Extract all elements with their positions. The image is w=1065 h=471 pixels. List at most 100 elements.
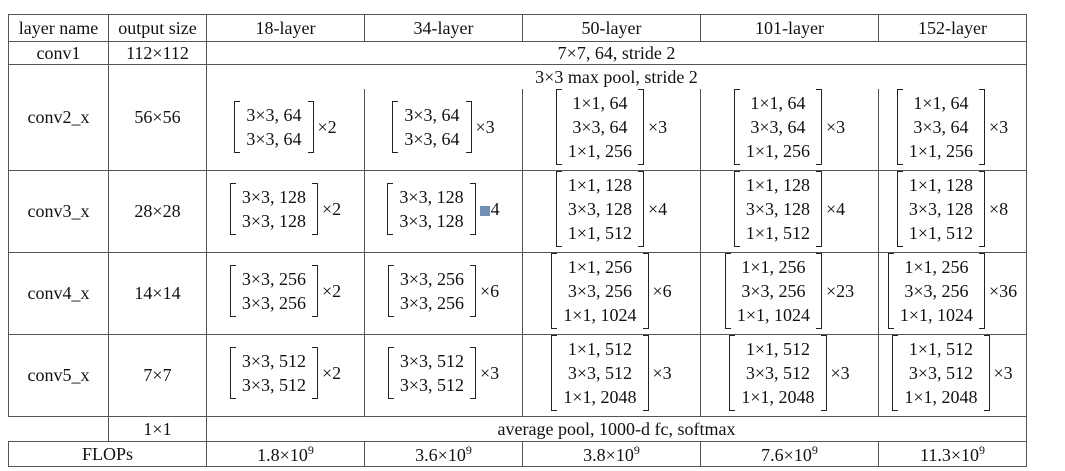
layer-line: 3×3, 128 (241, 187, 306, 207)
block-spec-cell: 3×3, 128 3×3, 128 ×2 (206, 170, 365, 253)
layer-line: 1×1, 512 (745, 223, 810, 243)
pool-row: conv2_x 56×56 3×3 max pool, stride 2 (8, 64, 1027, 171)
bracket-matrix: 1×1, 256 3×3, 256 1×1, 1024 (724, 253, 822, 329)
flops-mantissa: 7.6×10 (761, 444, 812, 465)
layer-line: 1×1, 256 (567, 141, 632, 161)
block-spec-cell: 1×1, 64 3×3, 64 1×1, 256 ×3 (700, 89, 879, 171)
layer-line: 1×1, 64 (913, 93, 969, 113)
left-bracket (551, 253, 558, 329)
right-bracket (470, 265, 476, 317)
header-cell: layer name (8, 14, 109, 42)
left-bracket (229, 347, 236, 399)
layer-lines: 1×1, 512 3×3, 512 1×1, 2048 (735, 335, 820, 411)
layer-line: 3×3, 128 (399, 211, 464, 231)
flops-exponent: 9 (465, 442, 472, 457)
layer-line: 1×1, 256 (904, 257, 969, 277)
repeat-multiplier: ×3 (830, 362, 850, 383)
repeat-multiplier: ×3 (648, 116, 668, 137)
flops-value-cell: 3.8×109 (522, 441, 701, 467)
layer-line: 1×1, 1024 (736, 305, 810, 325)
layer-line: 3×3, 512 (745, 363, 810, 383)
bracket-matrix: 3×3, 512 3×3, 512 (229, 347, 318, 399)
block-spec: 3×3, 512 3×3, 512 ×3 (387, 347, 499, 399)
block-spec-cell: 1×1, 64 3×3, 64 1×1, 256 ×3 (522, 89, 701, 171)
block-spec: 1×1, 512 3×3, 512 1×1, 2048 ×3 (892, 335, 1013, 411)
flops-row: FLOPs 1.8×109 3.6×109 3.8×109 7.6×109 11… (8, 441, 1027, 467)
layer-line: 3×3, 256 (741, 281, 806, 301)
layer-line: 3×3, 512 (241, 351, 306, 371)
output-size-cell: 1×1 (108, 416, 207, 442)
output-size-cell: 112×112 (108, 41, 207, 65)
bracket-matrix: 3×3, 512 3×3, 512 (387, 347, 476, 399)
left-bracket (887, 253, 894, 329)
layer-line: 1×1, 2048 (563, 387, 637, 407)
layer-lines: 1×1, 64 3×3, 64 1×1, 256 (562, 89, 638, 165)
right-bracket (979, 253, 985, 329)
block-spec-cell: 3×3, 256 3×3, 256 ×2 (206, 252, 365, 335)
right-bracket (638, 89, 644, 165)
left-bracket (729, 335, 736, 411)
left-bracket (555, 89, 562, 165)
block-spec-cell: 1×1, 512 3×3, 512 1×1, 2048 ×3 (522, 334, 701, 417)
layer-line: 1×1, 128 (908, 175, 973, 195)
repeat-multiplier: ×2 (322, 362, 342, 383)
left-bracket (555, 171, 562, 247)
bracket-matrix: 3×3, 256 3×3, 256 (229, 265, 318, 317)
layer-line: 3×3, 64 (404, 105, 460, 125)
bracket-matrix: 3×3, 128 3×3, 128 (229, 183, 318, 235)
layer-lines: 1×1, 128 3×3, 128 1×1, 512 (903, 171, 979, 247)
repeat-multiplier: ×3 (652, 362, 672, 383)
layer-lines: 1×1, 128 3×3, 128 1×1, 512 (740, 171, 816, 247)
layer-line: 1×1, 1024 (899, 305, 973, 325)
flops-mantissa: 3.6×10 (415, 444, 466, 465)
header-cell: 152-layer (878, 14, 1027, 42)
bracket-matrix: 1×1, 128 3×3, 128 1×1, 512 (733, 171, 822, 247)
block-spec: 1×1, 256 3×3, 256 1×1, 1024 ×6 (551, 253, 672, 329)
right-bracket (979, 171, 985, 247)
block-spec: 1×1, 128 3×3, 128 1×1, 512 ×4 (733, 171, 845, 247)
repeat-multiplier: ×3 (989, 116, 1009, 137)
layer-line: 1×1, 256 (745, 141, 810, 161)
layer-lines: 3×3, 512 3×3, 512 (394, 347, 470, 399)
layer-name-cell: conv2_x (8, 64, 109, 171)
flops-value-cell: 3.6×109 (364, 441, 523, 467)
layer-lines: 3×3, 64 3×3, 64 (398, 101, 465, 153)
layer-line: 1×1, 256 (567, 257, 632, 277)
header-cell: 18-layer (206, 14, 365, 42)
layer-line: 1×1, 2048 (741, 387, 815, 407)
layer-line: 1×1, 512 (567, 339, 632, 359)
repeat-multiplier: ×3 (475, 116, 495, 137)
output-size-cell: 56×56 (108, 64, 207, 171)
block-row: conv5_x 7×7 3×3, 512 3×3, 512 ×2 3×3, 512 3×3,… (8, 334, 1027, 417)
conv1-spec-cell: 7×7, 64, stride 2 (206, 41, 1027, 65)
flops-value-cell: 7.6×109 (700, 441, 879, 467)
layer-name-cell: conv4_x (8, 252, 109, 335)
left-bracket (392, 101, 399, 153)
layer-lines: 1×1, 64 3×3, 64 1×1, 256 (740, 89, 816, 165)
block-spec: 1×1, 128 3×3, 128 1×1, 512 ×8 (896, 171, 1008, 247)
layer-lines: 1×1, 512 3×3, 512 1×1, 2048 (898, 335, 983, 411)
flops-value-cell: 11.3×109 (878, 441, 1027, 467)
right-bracket (638, 171, 644, 247)
repeat-multiplier: ×4 (648, 198, 668, 219)
layer-line: 3×3, 512 (908, 363, 973, 383)
layer-line: 3×3, 512 (567, 363, 632, 383)
layer-line: 3×3, 512 (241, 375, 306, 395)
header-cell: output size (108, 14, 207, 42)
block-spec-cell: 3×3, 256 3×3, 256 ×6 (364, 252, 523, 335)
right-bracket (465, 101, 472, 153)
layer-line: 3×3, 256 (241, 293, 306, 313)
bracket-matrix: 1×1, 128 3×3, 128 1×1, 512 (896, 171, 985, 247)
flops-label-cell: FLOPs (8, 441, 207, 467)
block-spec: 3×3, 256 3×3, 256 ×6 (387, 265, 499, 317)
block-spec-cell: 1×1, 128 3×3, 128 1×1, 512 ×4 (700, 170, 879, 253)
block-spec-cell: 3×3, 512 3×3, 512 ×2 (206, 334, 365, 417)
left-bracket (229, 183, 236, 235)
layer-line: 3×3, 64 (404, 129, 460, 149)
layer-line: 1×1, 512 (567, 223, 632, 243)
layer-line: 3×3, 512 (399, 351, 464, 371)
block-row: conv4_x 14×14 3×3, 256 3×3, 256 ×2 3×3, 256 3×… (8, 252, 1027, 335)
layer-lines: 3×3, 128 3×3, 128 (393, 183, 469, 235)
right-bracket (312, 183, 318, 235)
block-spec: 3×3, 512 3×3, 512 ×2 (229, 347, 342, 399)
